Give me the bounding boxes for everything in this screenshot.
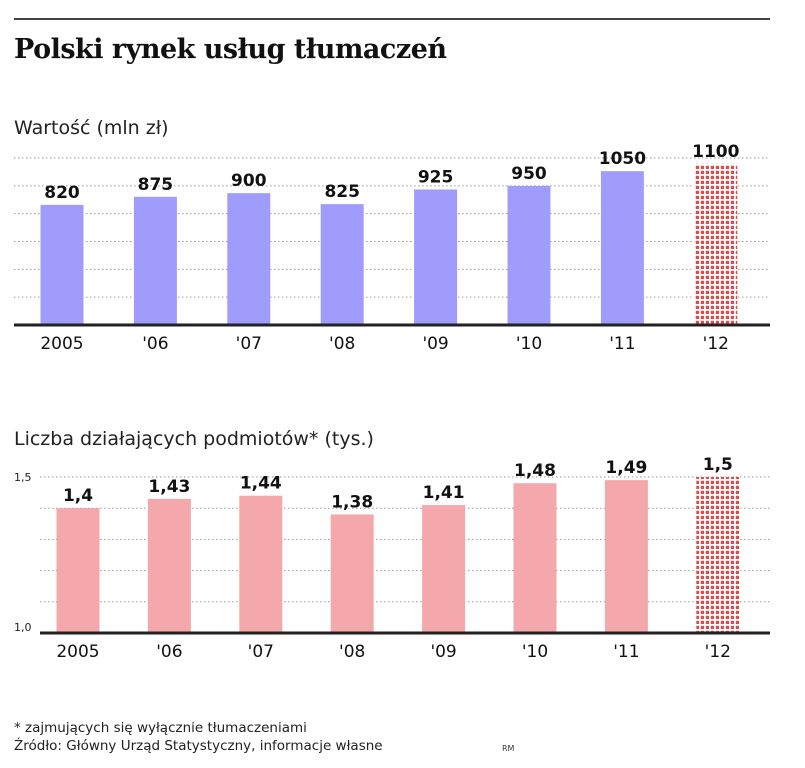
value-bar-chart: 820 2005 875 '06 900 '07 825 '08 925 '09 950 '10 105…	[14, 142, 770, 354]
bar-'12	[694, 163, 738, 325]
bar-'10	[513, 483, 557, 633]
data-label: 1100	[692, 142, 739, 162]
x-tick-label: '09	[422, 334, 448, 354]
x-tick-label: '11	[609, 334, 635, 354]
data-label: 820	[44, 183, 80, 203]
x-tick-label: '10	[516, 334, 542, 354]
source-note: Źródło: Główny Urząd Statystyczny, infor…	[14, 738, 383, 754]
x-tick-label: '12	[705, 642, 731, 662]
bar-'08	[320, 204, 364, 325]
data-label: 950	[511, 164, 547, 184]
bar-2005	[56, 508, 100, 633]
bar-'06	[147, 498, 191, 633]
data-label: 1,4	[63, 486, 93, 506]
bar-'09	[422, 505, 466, 633]
x-tick-label: 2005	[40, 334, 83, 354]
bar-'11	[604, 480, 648, 633]
top-rule	[14, 18, 770, 20]
data-label: 825	[324, 182, 360, 202]
bar-'07	[227, 193, 271, 325]
data-label: 1050	[599, 149, 646, 169]
data-label: 1,41	[423, 483, 465, 503]
x-tick-label: '06	[142, 334, 168, 354]
data-label: 1,5	[703, 455, 733, 475]
data-label: 1,44	[240, 474, 282, 494]
x-tick-label: 2005	[56, 642, 99, 662]
x-tick-label: '10	[522, 642, 548, 662]
y-tick-label-max: 1,5	[14, 471, 32, 484]
data-label: 1,43	[148, 477, 190, 497]
x-tick-label: '12	[703, 334, 729, 354]
count-chart-title: Liczba działających podmiotów* (tys.)	[14, 428, 374, 450]
data-label: 875	[138, 175, 174, 195]
bar-'12	[696, 477, 740, 633]
data-label: 925	[418, 167, 454, 187]
x-tick-label: '08	[329, 334, 355, 354]
bar-2005	[40, 204, 84, 325]
x-tick-label: '11	[613, 642, 639, 662]
bar-'11	[600, 171, 644, 325]
value-chart-title: Wartość (mln zł)	[14, 117, 169, 139]
data-label: 1,38	[331, 492, 373, 512]
bar-'10	[507, 185, 551, 325]
bar-'08	[330, 514, 374, 633]
bar-'07	[239, 495, 283, 633]
data-label: 900	[231, 171, 267, 191]
infographic-title: Polski rynek usług tłumaczeń	[14, 34, 447, 65]
data-label: 1,49	[605, 458, 647, 478]
footnote: * zajmujących się wyłącznie tłumaczeniam…	[14, 720, 307, 736]
bar-'09	[414, 189, 458, 325]
x-tick-label: '07	[236, 334, 262, 354]
x-tick-label: '08	[339, 642, 365, 662]
x-tick-label: '07	[248, 642, 274, 662]
data-label: 1,48	[514, 461, 556, 481]
author-credit: RM	[502, 744, 515, 753]
count-bar-chart: 1,4 2005 1,43 '06 1,44 '07 1,38 '08 1,41 '09 1,48 '…	[14, 455, 770, 662]
x-tick-label: '09	[430, 642, 456, 662]
bar-'06	[133, 196, 177, 325]
x-tick-label: '06	[156, 642, 182, 662]
y-tick-label-min: 1,0	[14, 621, 32, 634]
